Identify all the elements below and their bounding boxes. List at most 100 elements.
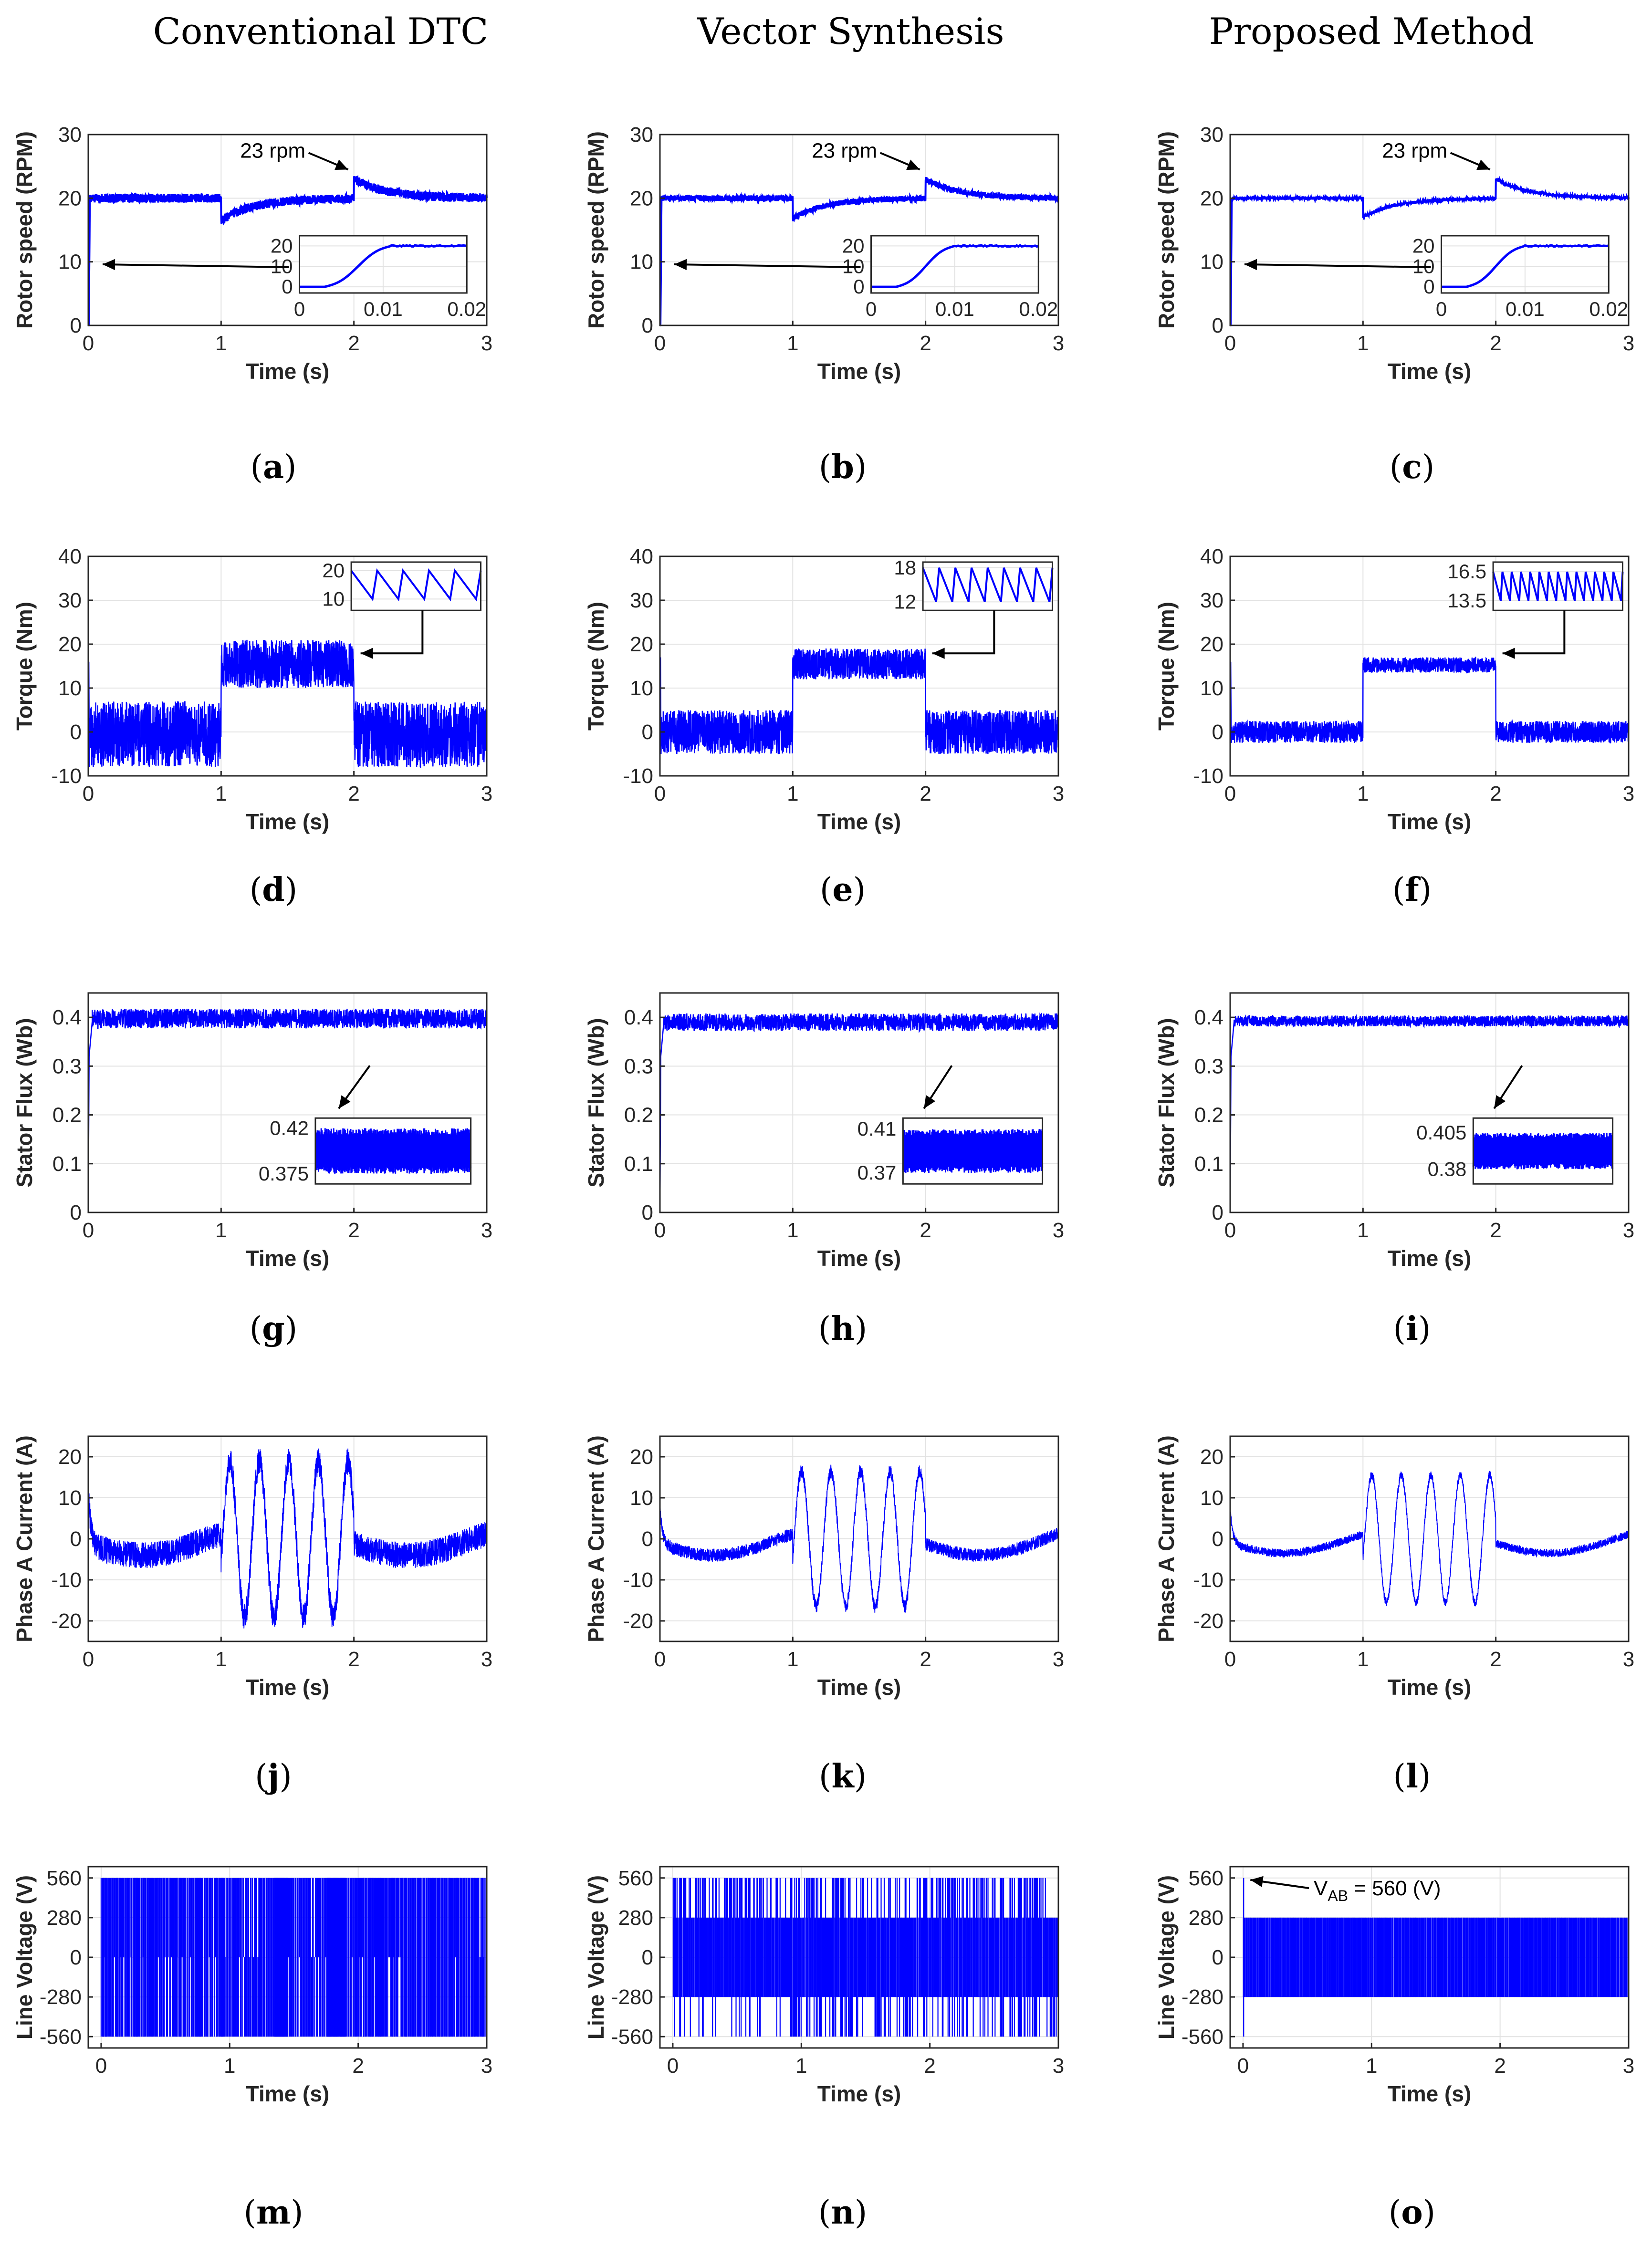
x-tick-label: 3 xyxy=(1053,1219,1064,1242)
inset-frame xyxy=(922,561,1053,611)
x-tick-label: 1 xyxy=(1357,1219,1369,1242)
y-tick-label: 10 xyxy=(58,251,82,274)
zoom-arrow xyxy=(932,610,995,655)
inset-y-tick-label: 0.38 xyxy=(1428,1158,1467,1180)
subplot-caption: (f) xyxy=(1392,871,1432,909)
peak-annotation-label: 23 rpm xyxy=(1382,139,1447,162)
x-tick-label: 2 xyxy=(348,1648,359,1671)
y-tick-label: 0.2 xyxy=(52,1104,82,1127)
y-axis-label: Torque (Nm) xyxy=(584,602,608,731)
x-tick-label: 0 xyxy=(654,1648,666,1671)
y-tick-label: 40 xyxy=(630,545,653,568)
inset-y-tick-label: 20 xyxy=(271,234,293,257)
y-tick-label: 0.3 xyxy=(52,1055,82,1078)
x-tick-label: 3 xyxy=(1053,332,1064,355)
x-tick-label: 1 xyxy=(215,1219,227,1242)
x-axis-label: Time (s) xyxy=(246,1675,330,1700)
x-tick-label: 3 xyxy=(1053,2054,1064,2078)
arrow-head xyxy=(360,648,373,659)
x-tick-label: 0 xyxy=(654,332,666,355)
x-tick-label: 0 xyxy=(667,2054,679,2078)
y-axis-label: Phase A Current (A) xyxy=(12,1435,37,1642)
x-tick-label: 0 xyxy=(1237,2054,1249,2078)
x-axis-label: Time (s) xyxy=(246,359,330,384)
speed-trace xyxy=(87,175,488,326)
x-tick-label: 1 xyxy=(1357,332,1369,355)
x-tick-label: 2 xyxy=(1490,782,1501,805)
speed-trace xyxy=(659,177,1059,326)
x-axis-label: Time (s) xyxy=(1388,809,1472,834)
voltage-pulses xyxy=(100,1878,487,2037)
y-axis-label: Phase A Current (A) xyxy=(1154,1435,1179,1642)
inset-y-tick-label: 0.41 xyxy=(857,1118,897,1140)
y-tick-label: 20 xyxy=(58,1445,82,1469)
inset-flux-trace xyxy=(902,1129,1044,1173)
x-tick-label: 1 xyxy=(787,1219,798,1242)
speed-trace xyxy=(1229,176,1630,326)
y-axis-label: Line Voltage (V) xyxy=(584,1875,608,2039)
x-axis-label: Time (s) xyxy=(1388,1246,1472,1271)
y-tick-label: 10 xyxy=(630,1486,653,1510)
subplot-m: 0 1 2 3 -560 -280 0 280 560 Time (s) Line Voltage … xyxy=(12,1866,492,2232)
inset-flux-trace xyxy=(314,1128,472,1174)
inset-y-tick-label: 20 xyxy=(322,559,345,582)
x-tick-label: 3 xyxy=(481,1219,492,1242)
column-title-vector-synthesis: Vector Synthesis xyxy=(697,10,1004,52)
subplot-n: 0 1 2 3 -560 -280 0 280 560 Time (s) Line Voltage … xyxy=(584,1866,1064,2232)
x-tick-label: 3 xyxy=(481,782,492,805)
inset-torque-trace xyxy=(1492,571,1624,601)
y-axis-label: Rotor speed (RPM) xyxy=(12,131,37,329)
inset-torque-trace xyxy=(922,567,1054,603)
inset-speed-trace xyxy=(871,244,1039,288)
y-tick-label: 280 xyxy=(618,1906,653,1930)
x-tick-label: 2 xyxy=(348,782,359,805)
inset-y-tick-label: 0 xyxy=(1423,275,1434,298)
axes-frame xyxy=(659,134,1059,326)
inset-x-tick-label: 0 xyxy=(294,298,305,320)
column-title-conventional-dtc: Conventional DTC xyxy=(153,10,489,52)
y-tick-label: -10 xyxy=(623,1568,653,1592)
flux-trace xyxy=(87,1007,488,1213)
y-tick-label: 0 xyxy=(642,1946,653,1969)
inset-y-tick-label: 16.5 xyxy=(1447,560,1486,583)
y-tick-label: -280 xyxy=(40,1985,82,2009)
subplot-caption: (c) xyxy=(1390,448,1434,486)
x-tick-label: 2 xyxy=(352,2054,364,2078)
y-tick-label: 0 xyxy=(642,1527,653,1551)
x-tick-label: 1 xyxy=(215,332,227,355)
y-tick-label: 560 xyxy=(1189,1867,1223,1890)
x-tick-label: 3 xyxy=(1623,1219,1634,1242)
subplot-caption: (n) xyxy=(818,2193,868,2232)
y-tick-label: -10 xyxy=(1193,764,1223,788)
x-tick-label: 2 xyxy=(348,1219,359,1242)
arrow-head xyxy=(906,159,920,170)
y-tick-label: 0.4 xyxy=(1194,1006,1223,1029)
y-axis-label: Line Voltage (V) xyxy=(12,1875,37,2039)
y-tick-label: 280 xyxy=(1189,1906,1223,1930)
flux-trace xyxy=(659,1012,1059,1213)
y-tick-label: 30 xyxy=(1200,589,1223,612)
y-tick-label: -20 xyxy=(623,1609,653,1633)
y-tick-label: 20 xyxy=(1200,633,1223,656)
y-tick-label: 10 xyxy=(58,677,82,700)
y-tick-label: -280 xyxy=(1181,1985,1223,2009)
subplot-caption: (o) xyxy=(1389,2193,1435,2232)
y-tick-label: 0 xyxy=(70,314,82,337)
y-tick-label: -20 xyxy=(1193,1609,1223,1633)
inset-y-tick-label: 20 xyxy=(1412,234,1435,257)
subplot-caption: (d) xyxy=(250,871,298,909)
y-tick-label: 0 xyxy=(642,1201,653,1224)
axes-frame xyxy=(87,555,488,777)
y-tick-label: 20 xyxy=(58,187,82,210)
y-tick-label: -280 xyxy=(611,1985,653,2009)
y-tick-label: 0 xyxy=(70,1946,82,1969)
y-axis-label: Rotor speed (RPM) xyxy=(1154,131,1179,329)
y-tick-label: 20 xyxy=(630,633,653,656)
subplot-o: VAB = 560 (V) 0 1 2 3 -560 -280 0 280 560 Time (s)… xyxy=(1154,1866,1634,2232)
